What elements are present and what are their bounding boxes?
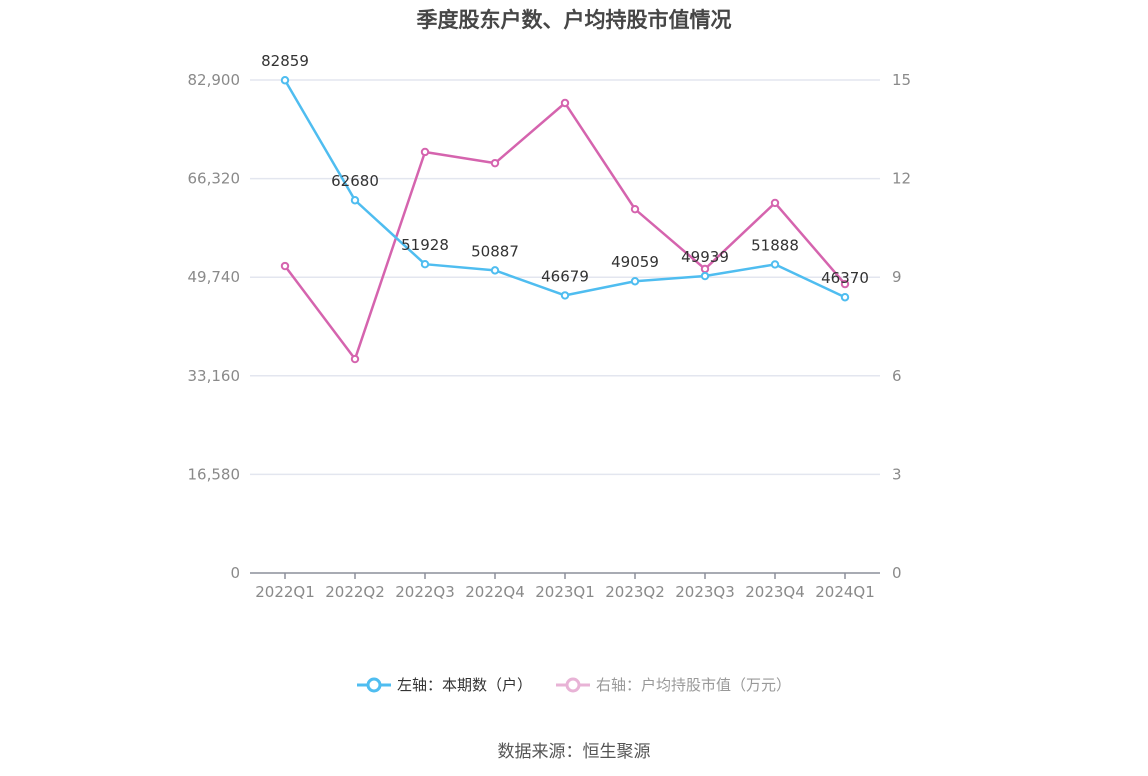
data-point-left[interactable] [280, 76, 290, 85]
right-axis-tick: 12 [892, 170, 911, 188]
data-label: 51928 [401, 236, 449, 254]
data-point-right[interactable] [350, 354, 360, 364]
data-point-left[interactable] [630, 277, 640, 286]
legend-right-label: 右轴：户均持股市值（万元） [596, 676, 792, 694]
data-point-right[interactable] [630, 204, 640, 214]
data-point-left[interactable] [560, 291, 570, 300]
left-axis-tick: 33,160 [188, 367, 241, 385]
data-point-left[interactable] [700, 271, 710, 281]
x-axis-label: 2023Q3 [675, 583, 735, 601]
data-label: 50887 [471, 242, 519, 260]
data-point-left[interactable] [350, 196, 360, 205]
data-point-left[interactable] [420, 259, 430, 269]
x-axis-label: 2022Q4 [465, 583, 525, 601]
left-axis-tick: 0 [230, 564, 240, 582]
line-chart: 0 0 16,580 3 33,160 6 49,740 9 66,320 12 82,900 15 2… [188, 52, 912, 601]
data-label: 51888 [751, 236, 799, 254]
right-axis-tick: 6 [892, 367, 902, 385]
x-axis-label: 2024Q1 [815, 583, 875, 601]
x-axis-label: 2022Q2 [325, 583, 385, 601]
data-point-right[interactable] [700, 264, 710, 274]
data-point-left[interactable] [770, 260, 780, 269]
data-label: 49939 [681, 248, 729, 266]
data-source: 数据来源：恒生聚源 [497, 742, 651, 762]
legend-left-label: 左轴：本期数（户） [396, 676, 532, 694]
data-label: 46679 [541, 267, 589, 285]
data-point-right[interactable] [840, 279, 850, 289]
right-axis-tick: 0 [892, 564, 902, 582]
data-point-right[interactable] [560, 98, 570, 108]
data-point-right[interactable] [280, 261, 290, 271]
left-axis-tick: 66,320 [188, 170, 241, 188]
left-axis-tick: 82,900 [188, 71, 241, 89]
data-label: 46370 [821, 269, 869, 287]
left-axis-tick: 49,740 [188, 268, 241, 286]
x-axis-label: 2023Q4 [745, 583, 805, 601]
right-axis-tick: 3 [892, 465, 902, 483]
data-point-right[interactable] [490, 158, 500, 168]
legend-item-right[interactable]: 右轴：户均持股市值（万元） [556, 674, 791, 695]
legend: 左轴：本期数（户） 右轴：户均持股市值（万元） [0, 674, 1148, 695]
x-axis-label: 2022Q3 [395, 583, 455, 601]
x-axis-label: 2023Q2 [605, 583, 665, 601]
x-axis-label: 2022Q1 [255, 583, 315, 601]
legend-item-left[interactable]: 左轴：本期数（户） [356, 674, 532, 695]
legend-right-line-icon [556, 677, 590, 692]
data-label: 82859 [261, 52, 309, 70]
data-point-right[interactable] [770, 198, 780, 208]
series-line-right [284, 101, 846, 361]
legend-left-line-icon [356, 677, 391, 692]
x-axis-label: 2023Q1 [535, 583, 595, 601]
data-label: 62680 [331, 172, 379, 190]
data-point-left[interactable] [490, 266, 500, 275]
data-label: 49059 [611, 253, 659, 271]
left-axis-tick: 16,580 [188, 465, 241, 483]
right-axis-tick: 9 [892, 268, 902, 286]
chart-title: 季度股东户数、户均持股市值情况 [416, 8, 732, 32]
data-point-left[interactable] [840, 293, 850, 302]
right-axis-tick: 15 [892, 71, 911, 89]
data-point-right[interactable] [420, 147, 430, 157]
